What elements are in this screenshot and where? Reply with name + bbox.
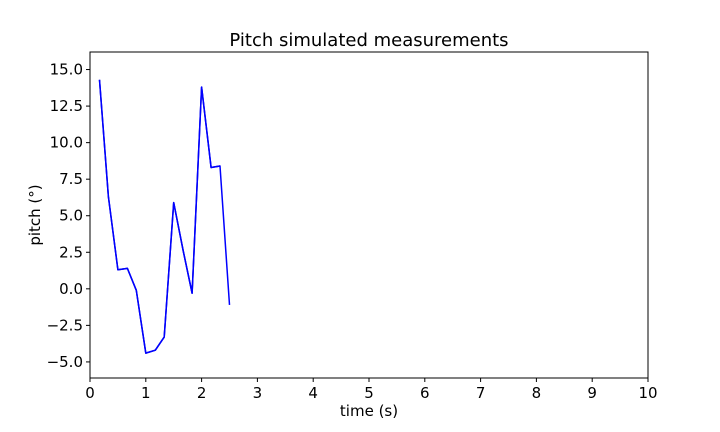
y-tick-label: 0.0 xyxy=(59,280,83,298)
y-tick-label: −5.0 xyxy=(47,353,83,371)
y-tick-label: 10.0 xyxy=(50,134,83,152)
x-tick-label: 6 xyxy=(420,384,430,402)
x-tick-label: 7 xyxy=(476,384,486,402)
x-tick-label: 8 xyxy=(532,384,542,402)
x-tick-label: 2 xyxy=(197,384,207,402)
x-tick-label: 1 xyxy=(141,384,151,402)
y-axis-ticks: −5.0 −2.5 0.0 2.5 5.0 7.5 10.0 12.5 15.0 xyxy=(47,61,90,371)
x-tick-label: 5 xyxy=(364,384,374,402)
y-tick-label: 7.5 xyxy=(59,170,83,188)
plot-frame xyxy=(89,51,649,379)
y-tick-label: 15.0 xyxy=(50,61,83,79)
series-line-2 xyxy=(98,79,231,354)
x-tick-label: 0 xyxy=(85,384,95,402)
y-tick-label: 12.5 xyxy=(50,97,83,115)
series-line-1 xyxy=(98,79,221,354)
series-layer xyxy=(98,79,231,354)
x-axis-ticks: 0 1 2 3 4 5 6 7 8 9 10 xyxy=(85,378,658,402)
x-axis-label: time (s) xyxy=(340,402,398,420)
x-tick-label: 10 xyxy=(638,384,657,402)
x-tick-label: 3 xyxy=(253,384,263,402)
chart-title: Pitch simulated measurements xyxy=(229,30,508,51)
x-tick-label: 9 xyxy=(587,384,597,402)
x-tick-label: 4 xyxy=(308,384,318,402)
y-tick-label: −2.5 xyxy=(47,316,83,334)
y-tick-label: 5.0 xyxy=(59,207,83,225)
y-axis-label: pitch (°) xyxy=(26,184,44,245)
y-tick-label: 2.5 xyxy=(59,243,83,261)
